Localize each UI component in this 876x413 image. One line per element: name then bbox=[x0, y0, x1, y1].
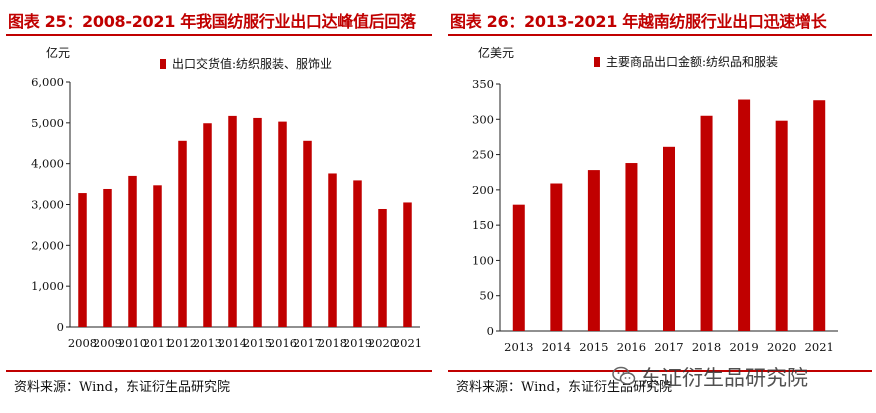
x-tick-label: 2021 bbox=[805, 340, 834, 354]
bar-2017 bbox=[303, 140, 312, 327]
bar-2010 bbox=[128, 175, 137, 327]
x-tick-label: 2018 bbox=[692, 340, 721, 354]
legend-label: 出口交货值:纺织服装、服饰业 bbox=[172, 56, 332, 71]
left-chart-title: 图表 25：2008-2021 年我国纺服行业出口达峰值后回落 bbox=[8, 12, 416, 31]
bar-2013 bbox=[203, 123, 212, 327]
x-tick-label: 2011 bbox=[143, 336, 172, 350]
y-tick-label: 3,000 bbox=[31, 198, 64, 212]
y-tick-label: 250 bbox=[472, 148, 494, 162]
bar-2018 bbox=[700, 115, 713, 331]
x-tick-label: 2018 bbox=[318, 336, 347, 350]
bar-2020 bbox=[378, 208, 387, 327]
x-tick-label: 2015 bbox=[579, 340, 608, 354]
bar-2020 bbox=[775, 120, 788, 331]
bar-2016 bbox=[625, 163, 638, 331]
x-tick-label: 2019 bbox=[729, 340, 758, 354]
right-chart-title-bar: 图表 26：2013-2021 年越南纺服行业出口迅速增长 bbox=[448, 6, 872, 36]
bar-2012 bbox=[178, 140, 187, 327]
left-chart-panel: 图表 25：2008-2021 年我国纺服行业出口达峰值后回落 亿元出口交货值:… bbox=[0, 0, 436, 413]
y-unit-label: 亿元 bbox=[46, 45, 70, 60]
right-source-bar: 资料来源：Wind，东证衍生品研究院 bbox=[448, 370, 872, 400]
bar-2015 bbox=[587, 170, 600, 331]
bar-2009 bbox=[103, 188, 112, 327]
bar-2015 bbox=[253, 117, 262, 327]
x-tick-label: 2019 bbox=[343, 336, 372, 350]
left-source-bar: 资料来源：Wind，东证衍生品研究院 bbox=[6, 370, 432, 400]
right-source-note: 资料来源：Wind，东证衍生品研究院 bbox=[456, 380, 672, 395]
y-tick-label: 4,000 bbox=[31, 157, 64, 171]
x-tick-label: 2010 bbox=[118, 336, 147, 350]
y-tick-label: 300 bbox=[472, 112, 494, 126]
legend-label: 主要商品出口金额:纺织品和服装 bbox=[606, 54, 778, 69]
bar-2016 bbox=[278, 121, 287, 327]
bar-2017 bbox=[663, 146, 675, 331]
x-tick-label: 2009 bbox=[93, 336, 122, 350]
y-tick-label: 350 bbox=[472, 77, 494, 91]
bar-2021 bbox=[813, 100, 826, 331]
x-tick-label: 2021 bbox=[393, 336, 422, 350]
x-tick-label: 2016 bbox=[617, 340, 646, 354]
wechat-icon bbox=[612, 366, 636, 385]
x-tick-label: 2013 bbox=[193, 336, 222, 350]
x-tick-label: 2016 bbox=[268, 336, 297, 350]
y-tick-label: 6,000 bbox=[31, 75, 64, 89]
x-tick-label: 2015 bbox=[243, 336, 272, 350]
bar-2011 bbox=[153, 185, 162, 327]
x-tick-label: 2014 bbox=[218, 336, 247, 350]
bar-2019 bbox=[353, 180, 362, 327]
y-tick-label: 100 bbox=[472, 253, 494, 267]
x-tick-label: 2017 bbox=[293, 336, 322, 350]
bar-2013 bbox=[512, 204, 525, 331]
y-tick-label: 2,000 bbox=[31, 238, 64, 252]
y-tick-label: 1,000 bbox=[31, 279, 64, 293]
bar-2021 bbox=[403, 202, 412, 327]
x-tick-label: 2017 bbox=[654, 340, 683, 354]
right-chart-title: 图表 26：2013-2021 年越南纺服行业出口迅速增长 bbox=[450, 12, 827, 31]
x-tick-label: 2008 bbox=[68, 336, 97, 350]
y-tick-label: 0 bbox=[487, 324, 494, 338]
y-tick-label: 150 bbox=[472, 218, 494, 232]
y-tick-label: 50 bbox=[479, 289, 494, 303]
x-tick-label: 2014 bbox=[542, 340, 571, 354]
y-tick-label: 200 bbox=[472, 183, 494, 197]
left-chart-title-bar: 图表 25：2008-2021 年我国纺服行业出口达峰值后回落 bbox=[6, 6, 432, 36]
y-tick-label: 0 bbox=[57, 320, 64, 334]
bar-2018 bbox=[328, 173, 337, 327]
x-tick-label: 2012 bbox=[168, 336, 197, 350]
right-chart-panel: 图表 26：2013-2021 年越南纺服行业出口迅速增长 亿美元主要商品出口金… bbox=[442, 0, 876, 413]
bar-2014 bbox=[550, 183, 563, 331]
x-tick-label: 2013 bbox=[504, 340, 533, 354]
bar-2019 bbox=[738, 99, 751, 331]
y-tick-label: 5,000 bbox=[31, 116, 64, 130]
x-tick-label: 2020 bbox=[368, 336, 397, 350]
bar-2008 bbox=[78, 193, 87, 327]
legend-swatch bbox=[160, 59, 166, 69]
y-unit-label: 亿美元 bbox=[478, 45, 514, 60]
legend-swatch bbox=[594, 57, 600, 67]
bar-2014 bbox=[228, 115, 237, 328]
left-source-note: 资料来源：Wind，东证衍生品研究院 bbox=[14, 380, 230, 395]
x-tick-label: 2020 bbox=[767, 340, 796, 354]
watermark-text: 东证衍生品研究院 bbox=[640, 366, 808, 390]
